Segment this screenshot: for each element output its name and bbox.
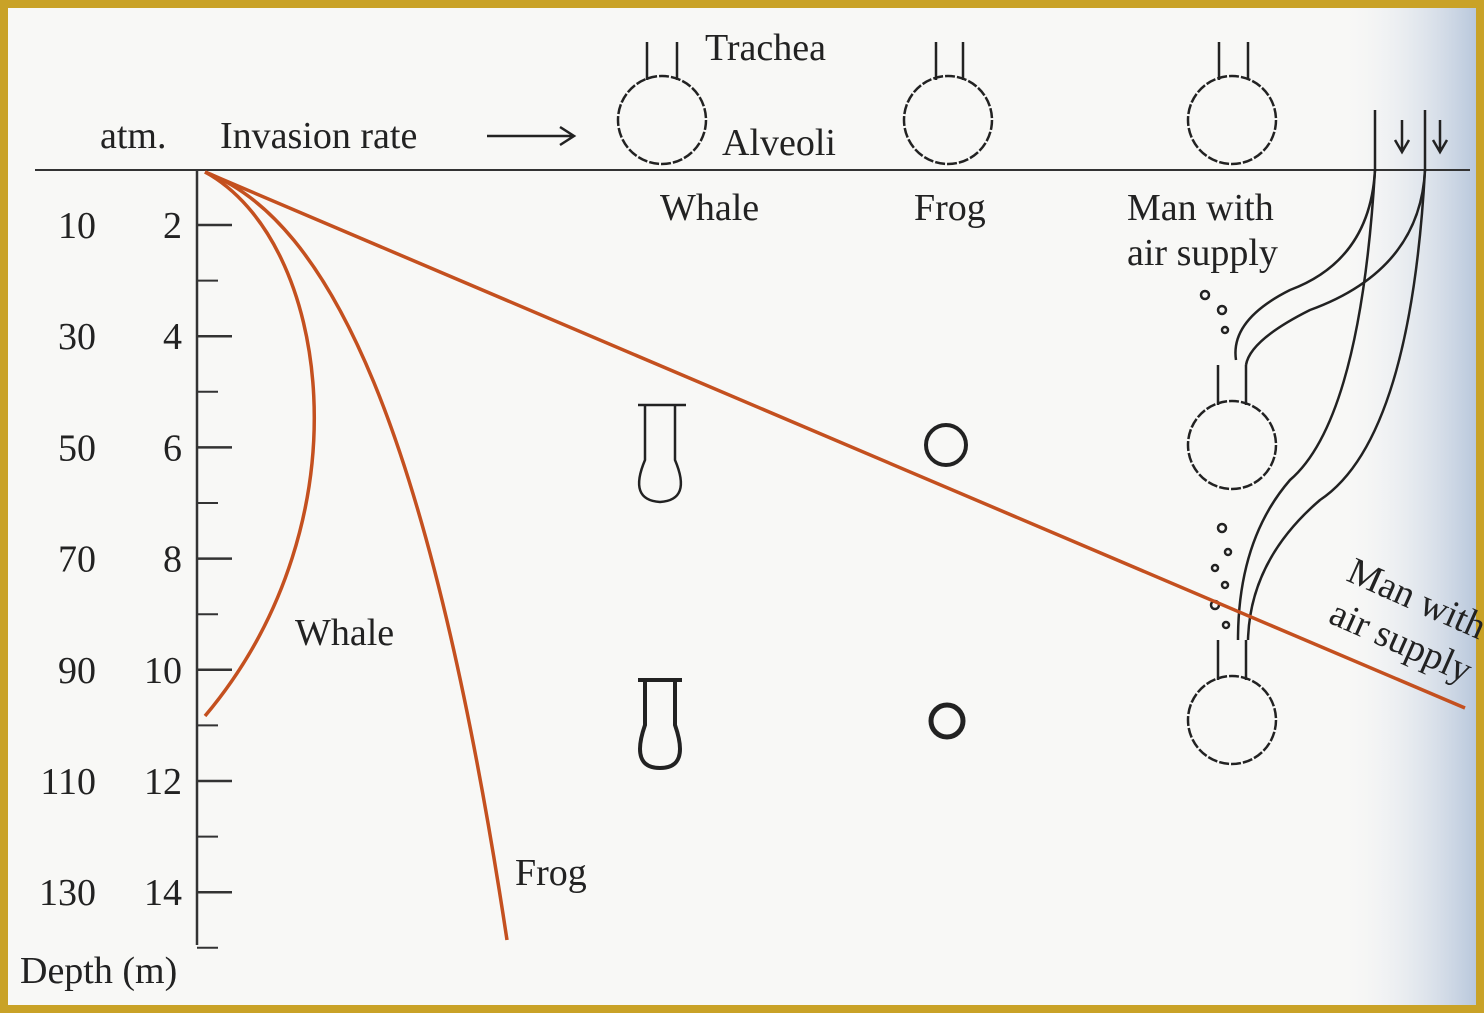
column-label: Frog <box>914 187 986 229</box>
lungs-top <box>616 42 1278 166</box>
frog-curve <box>204 170 509 941</box>
depth-tick-label: 10 <box>58 205 96 247</box>
alveoli-label: Alveoli <box>722 122 836 164</box>
whale-curve <box>203 170 316 718</box>
atm-tick-label: 4 <box>163 316 182 358</box>
depth-tick-label: 30 <box>58 316 96 358</box>
atm-tick-label: 2 <box>163 205 182 247</box>
atm-tick-label: 14 <box>144 872 182 914</box>
depth-tick-label: 130 <box>39 872 96 914</box>
page-edge <box>1340 8 1476 1005</box>
curve-label: Frog <box>515 852 587 894</box>
lungs-compressed <box>637 110 1449 771</box>
column-label: Man with <box>1127 187 1274 229</box>
atm-tick-label: 6 <box>163 427 182 469</box>
column-label: air supply <box>1127 232 1278 274</box>
atm-tick-label: 10 <box>144 650 182 692</box>
curve-label: Whale <box>295 612 394 654</box>
column-label: Whale <box>660 187 759 229</box>
depth-tick-label: 70 <box>58 539 96 581</box>
atm-tick-label: 12 <box>144 761 182 803</box>
depth-tick-label: 110 <box>40 761 96 803</box>
man-curve <box>204 170 1466 710</box>
axis-label: Depth (m) <box>20 950 177 992</box>
arrow <box>487 125 577 147</box>
tick-group: 2 4 6 8 10 12 14 10 30 50 70 90 110 130 <box>39 205 232 949</box>
page <box>8 8 1476 1005</box>
depth-tick-label: 50 <box>58 427 96 469</box>
depth-tick-label: 90 <box>58 650 96 692</box>
atm-tick-label: 8 <box>163 539 182 581</box>
trachea-label: Trachea <box>705 27 826 69</box>
invasion-rate: Invasion rate <box>220 115 417 157</box>
atm-label: atm. <box>100 115 166 157</box>
